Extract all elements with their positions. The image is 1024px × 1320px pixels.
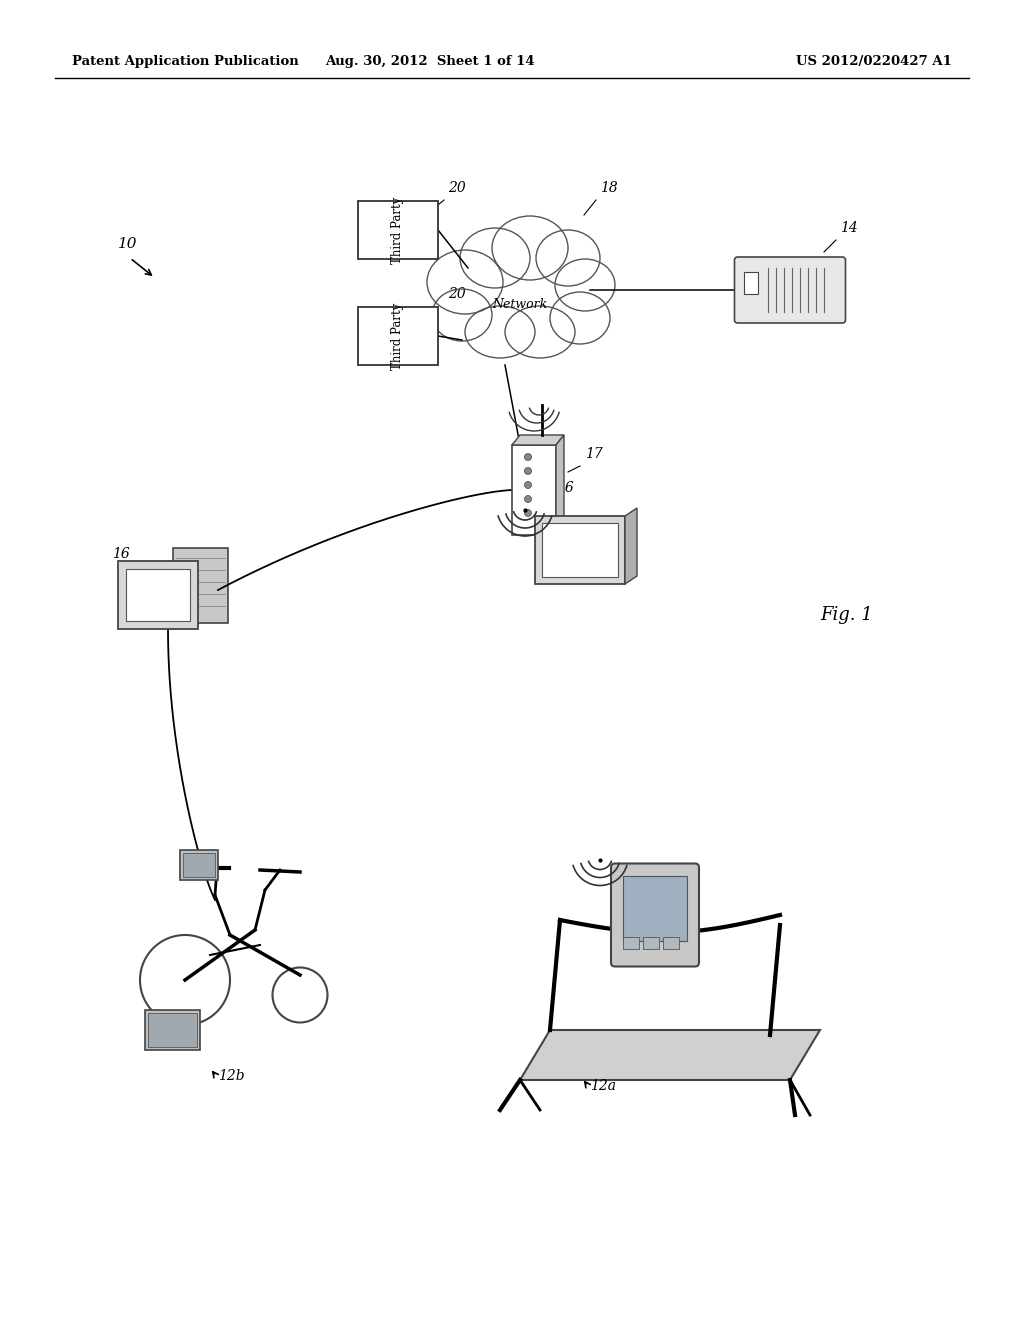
Text: 20: 20 (449, 181, 466, 195)
Ellipse shape (550, 292, 610, 345)
Text: 17: 17 (585, 447, 603, 461)
Text: 16: 16 (556, 480, 573, 495)
Text: Network: Network (493, 298, 548, 312)
Bar (512, 445, 556, 535)
Bar (643, 936, 659, 949)
Bar (118, 561, 198, 630)
Text: 20: 20 (449, 286, 466, 301)
FancyBboxPatch shape (734, 257, 846, 323)
Bar (145, 1010, 200, 1049)
Text: US 2012/0220427 A1: US 2012/0220427 A1 (796, 55, 952, 69)
Ellipse shape (427, 249, 503, 314)
Bar (535, 516, 625, 583)
Ellipse shape (524, 482, 531, 488)
Bar (743, 272, 758, 294)
Text: Third Party: Third Party (391, 197, 404, 264)
Bar (663, 936, 679, 949)
Bar (180, 850, 218, 880)
Polygon shape (556, 436, 564, 535)
Ellipse shape (492, 216, 568, 280)
Text: 12a: 12a (590, 1078, 616, 1093)
Bar (148, 1012, 197, 1047)
Text: Fig. 1: Fig. 1 (820, 606, 872, 624)
Text: 14: 14 (840, 220, 858, 235)
FancyBboxPatch shape (611, 863, 699, 966)
Bar (358, 308, 438, 366)
Ellipse shape (460, 228, 530, 288)
Bar (126, 569, 190, 620)
Polygon shape (512, 436, 564, 445)
Ellipse shape (555, 259, 615, 312)
Text: 10: 10 (118, 238, 137, 251)
Ellipse shape (524, 495, 531, 503)
Polygon shape (520, 1030, 820, 1080)
Text: Third Party: Third Party (391, 302, 404, 370)
Ellipse shape (524, 510, 531, 516)
Bar (173, 548, 228, 623)
Bar (542, 523, 618, 577)
Bar (358, 201, 438, 259)
Text: Aug. 30, 2012  Sheet 1 of 14: Aug. 30, 2012 Sheet 1 of 14 (326, 55, 535, 69)
Ellipse shape (524, 467, 531, 474)
Ellipse shape (505, 306, 575, 358)
Ellipse shape (536, 230, 600, 286)
Ellipse shape (465, 306, 535, 358)
Text: 12b: 12b (218, 1069, 245, 1082)
Text: Patent Application Publication: Patent Application Publication (72, 55, 299, 69)
Bar (623, 936, 639, 949)
Bar (623, 875, 687, 940)
Polygon shape (625, 508, 637, 583)
Text: 18: 18 (600, 181, 617, 195)
Ellipse shape (524, 454, 531, 461)
Bar (183, 853, 215, 876)
Text: 16: 16 (112, 546, 130, 561)
Ellipse shape (432, 289, 492, 341)
